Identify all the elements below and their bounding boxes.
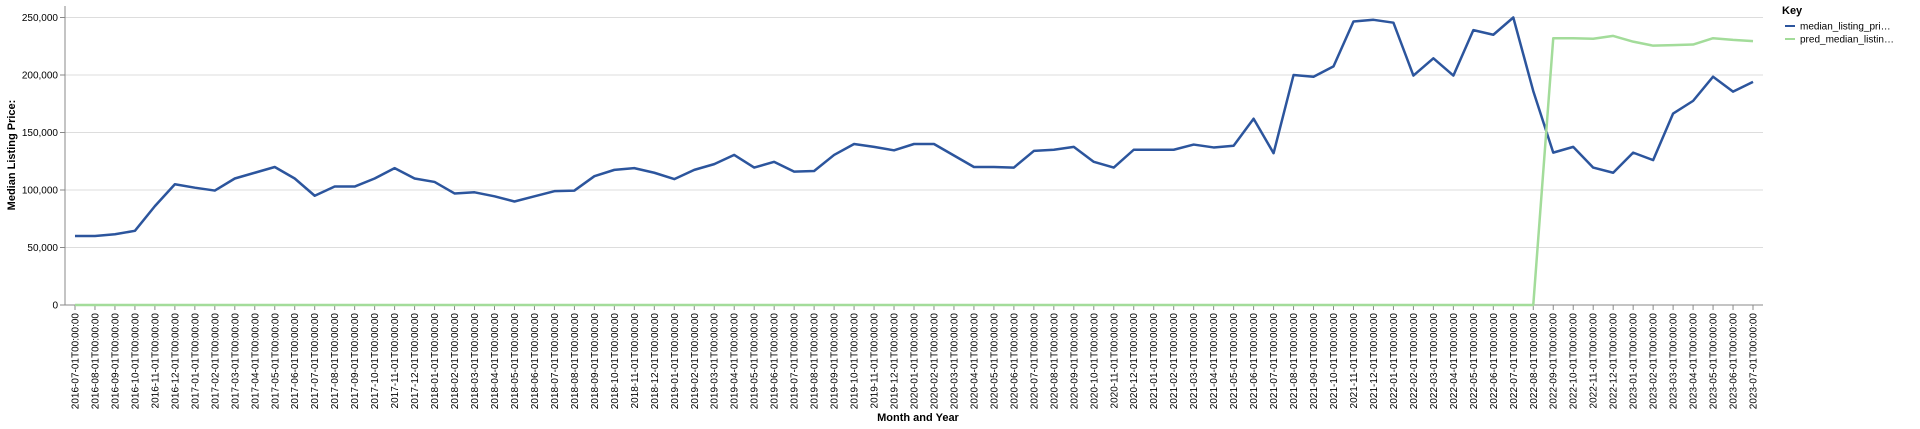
x-tick-label: 2021-07-01T00:00:00 [1269, 313, 1280, 410]
legend-label: pred_median_listin… [1800, 35, 1894, 46]
x-tick-label: 2021-09-01T00:00:00 [1309, 313, 1320, 410]
x-tick-label: 2023-01-01T00:00:00 [1629, 313, 1640, 410]
x-tick-label: 2022-08-01T00:00:00 [1529, 313, 1540, 410]
x-tick-label: 2018-04-01T00:00:00 [490, 313, 501, 410]
x-tick-label: 2021-01-01T00:00:00 [1149, 313, 1160, 410]
y-tick-label: 150,000 [22, 128, 59, 139]
x-tick-label: 2023-07-01T00:00:00 [1749, 313, 1760, 410]
x-tick-label: 2018-09-01T00:00:00 [590, 313, 601, 410]
y-tick-label: 50,000 [27, 243, 58, 254]
series-line [74, 34, 1754, 307]
x-tick-label: 2020-10-01T00:00:00 [1089, 313, 1100, 410]
x-tick-label: 2018-12-01T00:00:00 [650, 313, 661, 410]
x-tick-label: 2019-04-01T00:00:00 [730, 313, 741, 410]
x-tick-label: 2017-03-01T00:00:00 [230, 313, 241, 410]
x-tick-label: 2018-02-01T00:00:00 [450, 313, 461, 410]
x-tick-label: 2017-06-01T00:00:00 [290, 313, 301, 410]
x-tick-label: 2019-06-01T00:00:00 [770, 313, 781, 410]
x-tick-label: 2019-11-01T00:00:00 [870, 313, 881, 409]
y-tick-label: 200,000 [22, 71, 59, 82]
x-tick-label: 2022-03-01T00:00:00 [1429, 313, 1440, 410]
x-tick-label: 2018-01-01T00:00:00 [430, 313, 441, 410]
x-tick-label: 2022-10-01T00:00:00 [1569, 313, 1580, 410]
x-tick-label: 2021-10-01T00:00:00 [1329, 313, 1340, 410]
x-tick-label: 2021-04-01T00:00:00 [1209, 313, 1220, 410]
x-tick-label: 2019-12-01T00:00:00 [890, 313, 901, 410]
legend-label: median_listing_pri… [1800, 22, 1891, 33]
x-tick-label: 2021-05-01T00:00:00 [1229, 313, 1240, 410]
x-tick-label: 2016-08-01T00:00:00 [90, 313, 101, 410]
x-tick-label: 2021-02-01T00:00:00 [1169, 313, 1180, 410]
x-tick-label: 2019-09-01T00:00:00 [830, 313, 841, 410]
x-tick-label: 2020-03-01T00:00:00 [949, 313, 960, 410]
x-tick-label: 2019-10-01T00:00:00 [850, 313, 861, 410]
x-tick-label: 2016-07-01T00:00:00 [70, 313, 81, 410]
x-tick-label: 2018-05-01T00:00:00 [510, 313, 521, 410]
x-tick-label: 2020-04-01T00:00:00 [969, 313, 980, 410]
x-tick-label: 2020-06-01T00:00:00 [1009, 313, 1020, 410]
x-tick-label: 2020-05-01T00:00:00 [989, 313, 1000, 410]
x-tick-label: 2017-04-01T00:00:00 [250, 313, 261, 410]
x-tick-label: 2017-07-01T00:00:00 [310, 313, 321, 410]
x-tick-label: 2017-12-01T00:00:00 [410, 313, 421, 410]
x-tick-label: 2023-05-01T00:00:00 [1709, 313, 1720, 410]
series-line [74, 16, 1754, 238]
x-tick-label: 2019-07-01T00:00:00 [790, 313, 801, 410]
x-tick-label: 2021-11-01T00:00:00 [1349, 313, 1360, 409]
x-tick-label: 2016-11-01T00:00:00 [150, 313, 161, 409]
x-tick-label: 2018-08-01T00:00:00 [570, 313, 581, 410]
x-tick-label: 2018-11-01T00:00:00 [630, 313, 641, 409]
x-tick-label: 2020-07-01T00:00:00 [1029, 313, 1040, 410]
x-tick-label: 2023-03-01T00:00:00 [1669, 313, 1680, 410]
x-tick-label: 2021-06-01T00:00:00 [1249, 313, 1260, 410]
x-tick-label: 2018-06-01T00:00:00 [530, 313, 541, 410]
x-tick-label: 2017-01-01T00:00:00 [190, 313, 201, 410]
x-tick-label: 2019-05-01T00:00:00 [750, 313, 761, 410]
x-tick-label: 2019-01-01T00:00:00 [670, 313, 681, 410]
y-tick-label: 0 [52, 301, 58, 312]
x-tick-label: 2020-11-01T00:00:00 [1109, 313, 1120, 409]
x-tick-label: 2023-06-01T00:00:00 [1729, 313, 1740, 410]
x-tick-label: 2022-04-01T00:00:00 [1449, 313, 1460, 410]
y-tick-label: 100,000 [22, 186, 59, 197]
x-tick-label: 2023-04-01T00:00:00 [1689, 313, 1700, 410]
x-tick-label: 2020-01-01T00:00:00 [910, 313, 921, 410]
x-tick-label: 2022-07-01T00:00:00 [1509, 313, 1520, 410]
x-tick-label: 2022-06-01T00:00:00 [1489, 313, 1500, 410]
legend-title: Key [1782, 5, 1803, 17]
x-tick-label: 2020-02-01T00:00:00 [929, 313, 940, 410]
x-tick-label: 2020-12-01T00:00:00 [1129, 313, 1140, 410]
y-axis-title: Median Listing Price: [6, 100, 18, 211]
x-tick-label: 2022-01-01T00:00:00 [1389, 313, 1400, 410]
x-tick-label: 2017-10-01T00:00:00 [370, 313, 381, 410]
x-tick-label: 2021-12-01T00:00:00 [1369, 313, 1380, 410]
x-tick-label: 2022-12-01T00:00:00 [1609, 313, 1620, 410]
x-tick-label: 2022-09-01T00:00:00 [1549, 313, 1560, 410]
x-tick-label: 2017-02-01T00:00:00 [210, 313, 221, 410]
x-tick-label: 2018-07-01T00:00:00 [550, 313, 561, 410]
x-tick-label: 2016-10-01T00:00:00 [130, 313, 141, 410]
x-tick-label: 2020-09-01T00:00:00 [1069, 313, 1080, 410]
x-tick-label: 2019-02-01T00:00:00 [690, 313, 701, 410]
x-tick-label: 2021-03-01T00:00:00 [1189, 313, 1200, 410]
x-tick-label: 2018-10-01T00:00:00 [610, 313, 621, 410]
x-tick-label: 2017-11-01T00:00:00 [390, 313, 401, 409]
y-tick-label: 250,000 [22, 13, 59, 24]
x-tick-label: 2019-08-01T00:00:00 [810, 313, 821, 410]
x-tick-label: 2016-09-01T00:00:00 [110, 313, 121, 410]
x-tick-label: 2017-08-01T00:00:00 [330, 313, 341, 410]
x-tick-label: 2017-09-01T00:00:00 [350, 313, 361, 410]
x-tick-label: 2016-12-01T00:00:00 [170, 313, 181, 410]
x-tick-label: 2022-11-01T00:00:00 [1589, 313, 1600, 409]
x-tick-label: 2020-08-01T00:00:00 [1049, 313, 1060, 410]
x-tick-label: 2018-03-01T00:00:00 [470, 313, 481, 410]
x-tick-label: 2017-05-01T00:00:00 [270, 313, 281, 410]
x-tick-label: 2022-05-01T00:00:00 [1469, 313, 1480, 410]
x-tick-label: 2019-03-01T00:00:00 [710, 313, 721, 410]
x-tick-label: 2023-02-01T00:00:00 [1649, 313, 1660, 410]
x-axis-title: Month and Year [877, 412, 959, 424]
x-tick-label: 2022-02-01T00:00:00 [1409, 313, 1420, 410]
x-tick-label: 2021-08-01T00:00:00 [1289, 313, 1300, 410]
